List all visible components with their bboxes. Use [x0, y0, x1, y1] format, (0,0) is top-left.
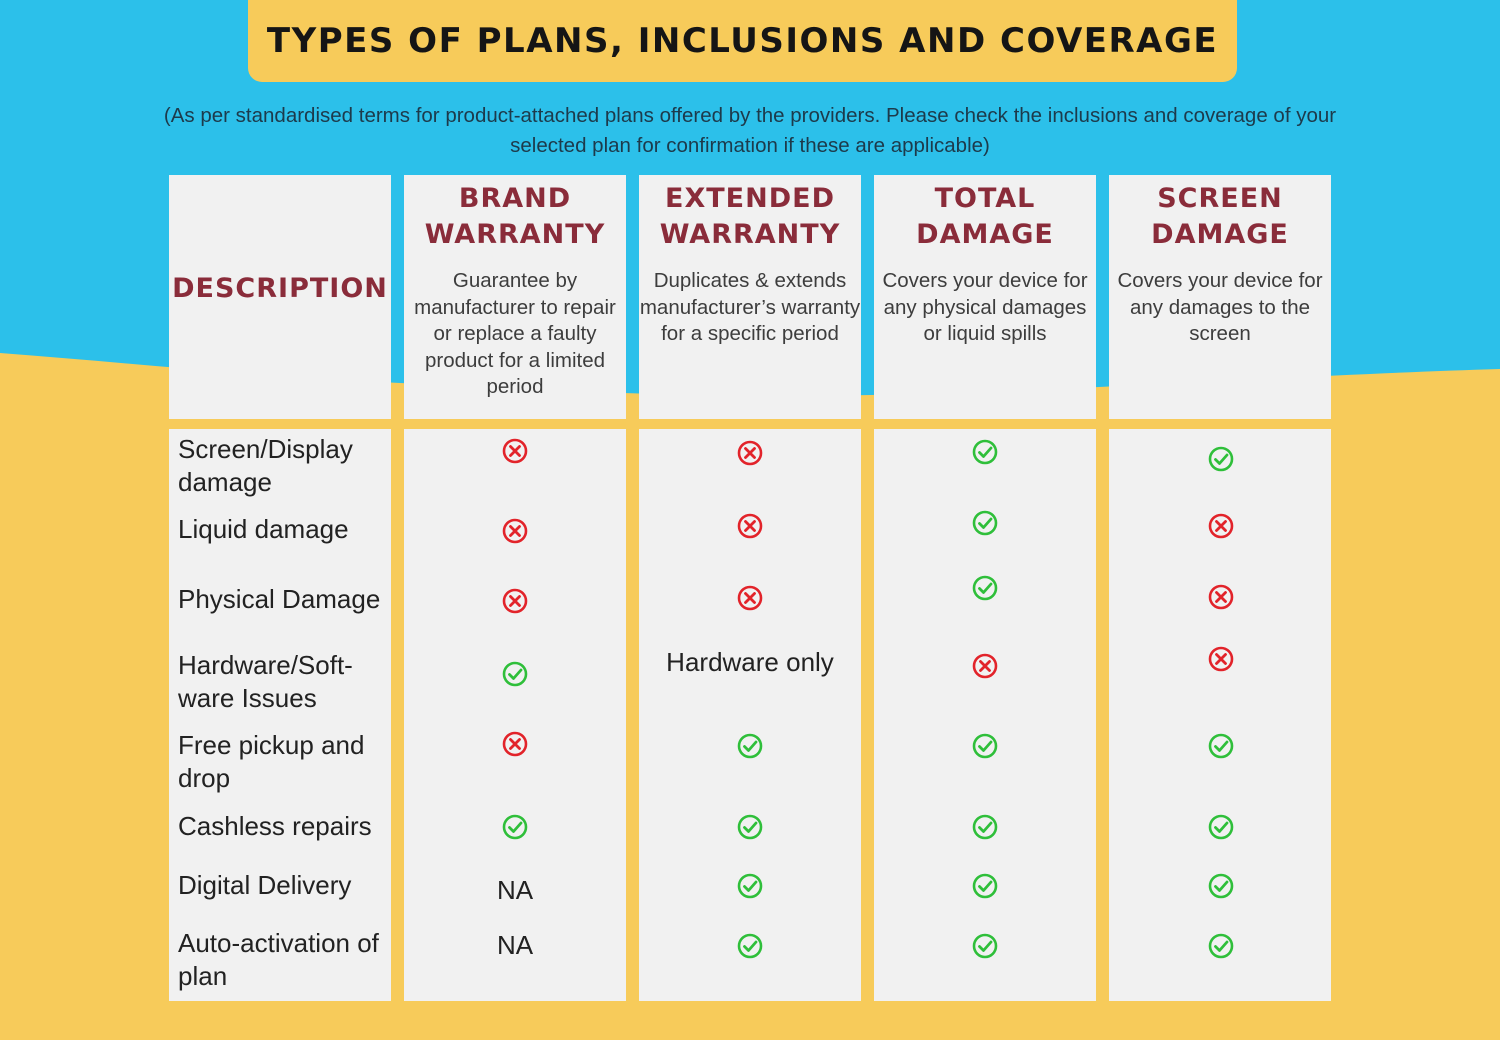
check-icon	[972, 814, 998, 840]
plan-name: BRAND WARRANTY	[424, 183, 606, 250]
title-banner: TYPES OF PLANS, INCLUSIONS AND COVERAGE	[248, 0, 1237, 82]
cross-icon	[502, 438, 528, 464]
description-header-cell: DESCRIPTION	[169, 175, 391, 419]
feature-label: Hardware/Soft-ware Issues	[178, 650, 353, 713]
check-icon	[972, 439, 998, 465]
feature-label: Liquid damage	[178, 514, 349, 544]
cross-icon	[1208, 646, 1234, 672]
feature-label: Cashless repairs	[178, 811, 372, 841]
check-icon	[1208, 933, 1234, 959]
plan-name: SCREEN DAMAGE	[1151, 183, 1289, 250]
check-icon	[737, 933, 763, 959]
check-icon	[972, 933, 998, 959]
plan-description: Covers your device for any physical dama…	[882, 269, 1088, 345]
cross-icon	[1208, 584, 1234, 610]
cross-icon	[502, 731, 528, 757]
plan-column-brand-warranty	[404, 429, 626, 1001]
page-title: TYPES OF PLANS, INCLUSIONS AND COVERAGE	[266, 21, 1219, 61]
cross-icon	[972, 653, 998, 679]
plan-description: Guarantee by manufacturer to repair or r…	[414, 269, 616, 398]
feature-label: Screen/Display damage	[178, 434, 353, 497]
feature-label: Free pickup and drop	[178, 730, 365, 793]
plan-header-extended-warranty: EXTENDED WARRANTY Duplicates & extends m…	[639, 175, 861, 419]
check-icon	[972, 733, 998, 759]
check-icon	[1208, 873, 1234, 899]
check-icon	[502, 661, 528, 687]
plan-name: EXTENDED WARRANTY	[659, 183, 841, 250]
check-icon	[737, 873, 763, 899]
check-icon	[737, 733, 763, 759]
coverage-text: NA	[496, 875, 534, 905]
cross-icon	[502, 518, 528, 544]
plan-header-screen-damage: SCREEN DAMAGE Covers your device for any…	[1109, 175, 1331, 419]
cross-icon	[502, 588, 528, 614]
feature-column: Screen/Display damage Liquid damage Phys…	[169, 429, 391, 1001]
subtitle: (As per standardised terms for product-a…	[163, 104, 1337, 157]
check-icon	[737, 814, 763, 840]
cross-icon	[737, 440, 763, 466]
check-icon	[1208, 733, 1234, 759]
plan-description: Duplicates & extends manufacturer’s warr…	[639, 269, 861, 345]
check-icon	[1208, 446, 1234, 472]
coverage-text: NA	[496, 930, 534, 960]
check-icon	[972, 575, 998, 601]
plan-description: Covers your device for any damages to th…	[1117, 269, 1323, 345]
plan-name: TOTAL DAMAGE	[916, 183, 1054, 250]
coverage-text: Hardware only	[666, 647, 834, 677]
plan-header-brand-warranty: BRAND WARRANTY Guarantee by manufacturer…	[404, 175, 626, 419]
plan-header-total-damage: TOTAL DAMAGE Covers your device for any …	[874, 175, 1096, 419]
check-icon	[972, 873, 998, 899]
cross-icon	[737, 513, 763, 539]
cross-icon	[1208, 513, 1234, 539]
feature-label: Auto-activation of plan	[178, 928, 379, 991]
check-icon	[1208, 814, 1234, 840]
check-icon	[972, 510, 998, 536]
cross-icon	[737, 585, 763, 611]
feature-label: Physical Damage	[178, 584, 381, 614]
feature-label: Digital Delivery	[178, 870, 352, 900]
description-header: DESCRIPTION	[172, 273, 388, 304]
check-icon	[502, 814, 528, 840]
